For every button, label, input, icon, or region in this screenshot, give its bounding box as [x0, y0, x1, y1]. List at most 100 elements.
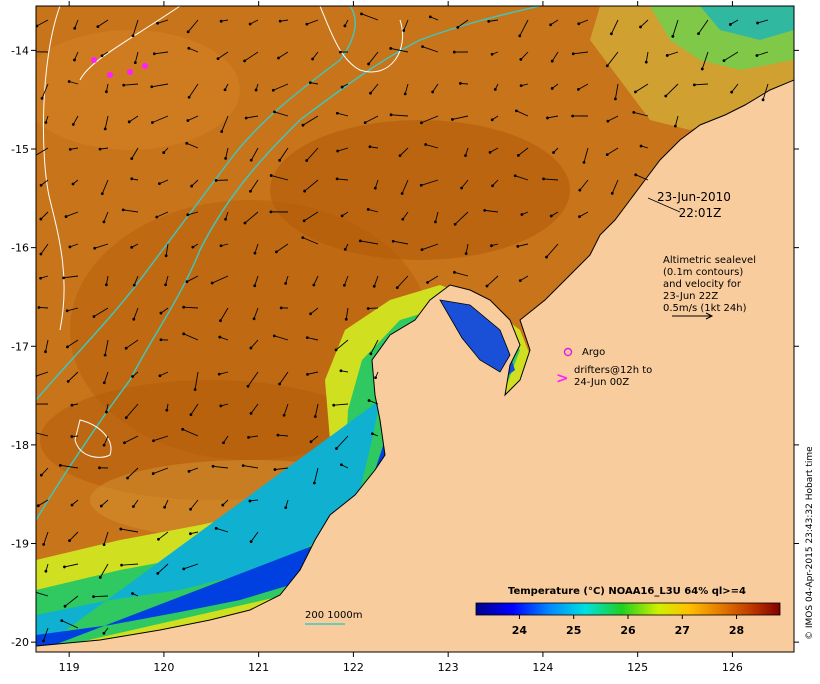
velocity-arrowhead	[434, 220, 437, 223]
velocity-arrowhead	[122, 84, 125, 87]
velocity-arrowhead	[40, 253, 43, 256]
velocity-arrowhead	[131, 592, 134, 595]
velocity-arrowhead	[390, 113, 393, 116]
velocity-arrowhead	[360, 12, 363, 15]
velocity-arrowhead	[187, 30, 190, 33]
velocity-arrowhead	[119, 528, 122, 531]
velocity-arrowhead	[284, 506, 287, 509]
velocity-arrowhead	[453, 51, 456, 54]
colorbar-tick-label: 26	[620, 624, 636, 637]
velocity-arrowhead	[305, 159, 308, 162]
velocity-arrowhead	[190, 185, 193, 188]
velocity-arrowhead	[104, 354, 107, 357]
velocity-arrowhead	[132, 34, 135, 37]
colorbar-title: Temperature (°C) NOAA16_L3U 64% ql>=4	[508, 586, 746, 597]
velocity-arrowhead	[571, 115, 574, 118]
velocity-arrowhead	[336, 178, 339, 181]
velocity-arrowhead	[194, 388, 197, 391]
velocity-arrowhead	[73, 27, 76, 30]
velocity-arrowhead	[632, 111, 635, 114]
velocity-arrowhead	[420, 121, 423, 124]
lon-tick-label: 125	[627, 661, 648, 674]
velocity-arrowhead	[314, 415, 317, 418]
drifter-track-point	[107, 72, 113, 78]
velocity-arrowhead	[160, 338, 163, 341]
lat-tick-label: -19	[11, 538, 29, 551]
velocity-arrowhead	[664, 95, 667, 98]
velocity-arrowhead	[44, 121, 47, 124]
velocity-arrowhead	[105, 90, 108, 93]
velocity-arrowhead	[103, 444, 106, 447]
velocity-arrowhead	[189, 508, 192, 511]
velocity-arrowhead	[40, 184, 43, 187]
velocity-arrowhead	[126, 477, 129, 480]
colorbar-tick-label: 27	[675, 624, 690, 637]
velocity-arrowhead	[66, 309, 69, 312]
velocity-arrowhead	[343, 24, 346, 27]
velocity-arrowhead	[335, 447, 338, 450]
velocity-arrowhead	[220, 20, 223, 23]
velocity-arrowhead	[301, 236, 304, 239]
velocity-arrowhead	[41, 97, 44, 100]
velocity-arrowhead	[218, 373, 221, 376]
velocity-arrowhead	[701, 68, 704, 71]
velocity-arrowhead	[274, 468, 277, 471]
velocity-arrowhead	[464, 154, 467, 157]
velocity-arrowhead	[336, 112, 339, 115]
velocity-arrowhead	[182, 306, 185, 309]
velocity-arrowhead	[158, 182, 161, 185]
velocity-arrowhead	[368, 399, 371, 402]
velocity-arrowhead	[634, 91, 637, 94]
velocity-arrowhead	[69, 148, 72, 151]
velocity-arrowhead	[518, 34, 521, 37]
velocity-arrowhead	[104, 128, 107, 131]
velocity-arrowhead	[491, 118, 494, 121]
velocity-arrowhead	[182, 332, 185, 335]
velocity-arrowhead	[359, 240, 362, 243]
argo-label: Argo	[582, 347, 605, 358]
velocity-arrowhead	[313, 482, 316, 485]
velocity-arrowhead	[283, 414, 286, 417]
velocity-arrowhead	[277, 57, 280, 60]
velocity-arrowhead	[159, 374, 162, 377]
velocity-arrowhead	[66, 345, 69, 348]
velocity-arrowhead	[520, 84, 523, 87]
velocity-arrowhead	[153, 52, 156, 55]
velocity-arrowhead	[369, 92, 372, 95]
velocity-arrowhead	[98, 466, 101, 469]
drifter-track-point	[91, 57, 97, 63]
velocity-arrowhead	[189, 532, 192, 535]
velocity-arrowhead	[133, 284, 136, 287]
velocity-arrowhead	[44, 350, 47, 353]
velocity-arrowhead	[182, 567, 185, 570]
velocity-arrowhead	[45, 570, 48, 573]
velocity-arrowhead	[101, 54, 104, 57]
velocity-arrowhead	[33, 431, 36, 434]
velocity-arrowhead	[520, 213, 523, 216]
velocity-arrowhead	[130, 177, 133, 180]
lat-tick-label: -17	[11, 340, 29, 353]
velocity-arrowhead	[431, 91, 434, 94]
velocity-arrowhead	[165, 254, 168, 257]
velocity-arrowhead	[306, 373, 309, 376]
velocity-arrowhead	[340, 369, 343, 372]
velocity-arrowhead	[516, 245, 519, 248]
velocity-arrowhead	[278, 159, 281, 162]
velocity-arrowhead	[164, 283, 167, 286]
velocity-arrowhead	[30, 403, 33, 406]
velocity-arrowhead	[426, 281, 429, 284]
velocity-arrowhead	[120, 564, 123, 567]
velocity-arrowhead	[221, 504, 224, 507]
velocity-arrowhead	[343, 284, 346, 287]
velocity-arrowhead	[157, 538, 160, 541]
velocity-arrowhead	[130, 246, 133, 249]
velocity-arrowhead	[519, 279, 522, 282]
velocity-arrowhead	[396, 286, 399, 289]
velocity-arrowhead	[181, 428, 184, 431]
colorbar-tick-label: 28	[729, 624, 744, 637]
velocity-arrowhead	[100, 505, 103, 508]
velocity-arrowhead	[122, 208, 125, 211]
velocity-arrowhead	[640, 145, 643, 148]
velocity-arrowhead	[280, 307, 283, 310]
